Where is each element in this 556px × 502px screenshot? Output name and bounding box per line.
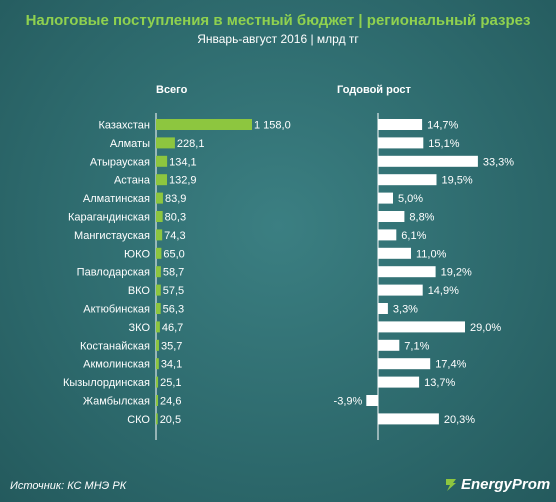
- bar-growth: [378, 229, 397, 241]
- bar-total-label: 35,7: [161, 340, 182, 352]
- bar-total: [156, 155, 168, 167]
- bar-growth: [378, 413, 439, 425]
- brand-name: EnergyProm: [461, 476, 551, 493]
- bar-total-label: 1 158,0: [254, 120, 291, 132]
- bar-total-label: 24,6: [160, 396, 181, 408]
- bar-growth-label: 19,2%: [441, 267, 472, 279]
- bar-growth: [378, 247, 411, 259]
- category-label: Акмолинская: [83, 359, 150, 371]
- bar-total: [156, 284, 161, 296]
- bar-total: [156, 413, 158, 425]
- category-label: Карагандинская: [68, 212, 150, 224]
- bar-total: [156, 321, 160, 333]
- bar-total: [156, 266, 161, 278]
- category-label: Казахстан: [98, 120, 150, 132]
- bar-growth: [378, 284, 423, 296]
- category-label: Алматы: [110, 138, 150, 150]
- bar-growth: [378, 155, 478, 167]
- bar-total: [156, 174, 168, 186]
- bar-growth-label: 14,7%: [427, 120, 458, 132]
- bar-growth: [378, 303, 388, 314]
- category-label: Астана: [114, 175, 151, 187]
- bar-total-label: 46,7: [162, 322, 183, 334]
- bar-total: [156, 211, 163, 222]
- category-label: Костанайская: [80, 340, 150, 352]
- bar-growth: [378, 192, 393, 204]
- bar-total-label: 80,3: [165, 212, 186, 224]
- bar-total-label: 20,5: [160, 414, 181, 426]
- bar-total-label: 134,1: [169, 156, 197, 168]
- bar-growth-label: 8,8%: [409, 212, 434, 224]
- bar-growth-label: 20,3%: [444, 414, 475, 426]
- bar-growth: [378, 321, 465, 333]
- bar-total: [156, 119, 252, 130]
- bar-growth-label: 7,1%: [404, 340, 429, 352]
- bar-growth-label: 3,3%: [393, 304, 418, 316]
- category-label: Алматинская: [83, 193, 150, 205]
- bar-total: [156, 395, 159, 406]
- category-label: ЗКО: [129, 322, 151, 334]
- bar-growth-label: -3,9%: [334, 396, 363, 408]
- bar-total-label: 132,9: [169, 175, 197, 187]
- category-label: Павлодарская: [77, 267, 150, 279]
- chart-title: Налоговые поступления в местный бюджет |…: [25, 12, 531, 29]
- category-label: Жамбылская: [83, 396, 150, 408]
- bar-total-label: 25,1: [160, 377, 181, 389]
- bar-growth: [366, 395, 378, 406]
- bar-growth-label: 15,1%: [428, 138, 459, 150]
- bar-total: [156, 192, 163, 204]
- bar-growth: [378, 339, 400, 351]
- bar-growth: [378, 211, 405, 222]
- bar-total-label: 228,1: [177, 138, 205, 150]
- bar-total: [156, 137, 175, 149]
- bar-growth-label: 13,7%: [424, 377, 455, 389]
- bar-total-label: 58,7: [163, 267, 184, 279]
- bar-total: [156, 247, 162, 259]
- bar-total-label: 83,9: [165, 193, 186, 205]
- bar-growth: [378, 119, 423, 130]
- bar-growth-label: 5,0%: [398, 193, 423, 205]
- source-note: Источник: КС МНЭ РК: [10, 480, 127, 492]
- bar-total-label: 65,0: [163, 248, 184, 260]
- bar-growth: [378, 174, 437, 186]
- bar-growth-label: 11,0%: [416, 248, 447, 260]
- category-label: Мангистауская: [74, 230, 150, 242]
- bar-growth-label: 29,0%: [470, 322, 501, 334]
- bar-growth: [378, 266, 436, 278]
- category-label: Актюбинская: [83, 304, 150, 316]
- bar-growth-label: 6,1%: [401, 230, 426, 242]
- panel-title-growth: Годовой рост: [337, 84, 412, 96]
- bar-growth: [378, 376, 420, 388]
- category-label: СКО: [127, 414, 150, 426]
- bar-total-label: 56,3: [163, 304, 184, 316]
- brand-icon: [446, 478, 456, 491]
- bar-total: [156, 339, 159, 351]
- bar-total: [156, 229, 163, 241]
- category-label: Кызылординская: [63, 377, 150, 389]
- brand-logo: EnergyProm: [444, 476, 550, 493]
- bar-growth-label: 33,3%: [483, 156, 514, 168]
- bar-total: [156, 303, 161, 314]
- category-label: ЮКО: [124, 248, 150, 260]
- bar-total: [156, 376, 159, 388]
- category-label: ВКО: [128, 285, 151, 297]
- bar-growth: [378, 137, 424, 149]
- chart-subtitle: Январь-август 2016 | млрд тг: [197, 32, 359, 46]
- bar-growth: [378, 358, 431, 370]
- bar-total-label: 57,5: [163, 285, 184, 297]
- category-label: Атырауская: [90, 156, 150, 168]
- bar-total-label: 74,3: [164, 230, 185, 242]
- bar-total-label: 34,1: [161, 359, 182, 371]
- bar-growth-label: 17,4%: [435, 359, 466, 371]
- bar-total: [156, 358, 159, 370]
- bar-growth-label: 19,5%: [442, 175, 473, 187]
- bar-growth-label: 14,9%: [428, 285, 459, 297]
- panel-title-total: Всего: [156, 84, 188, 96]
